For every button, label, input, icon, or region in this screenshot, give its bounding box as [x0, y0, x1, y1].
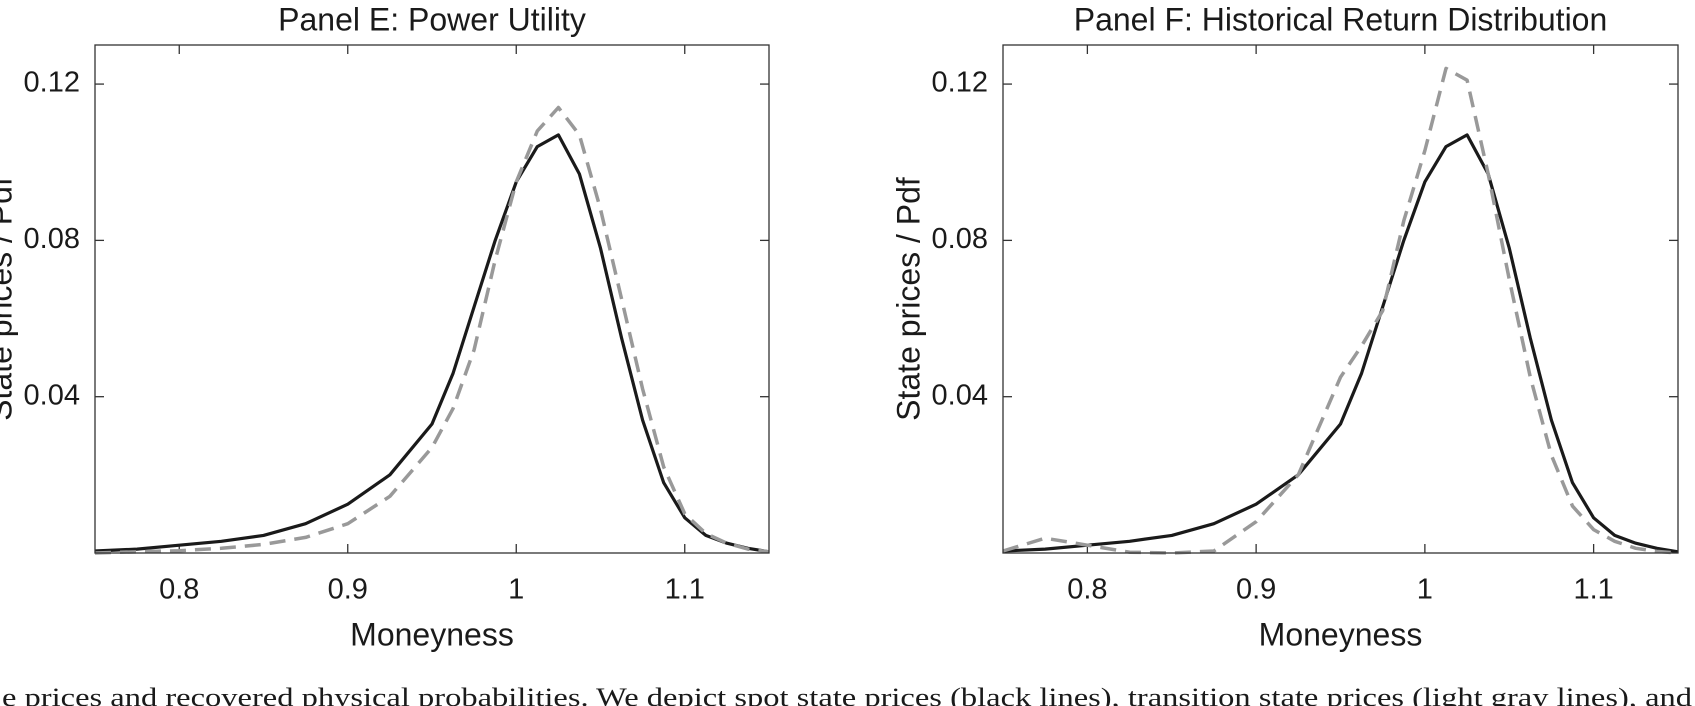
y-tick-label: 0.08 — [932, 223, 988, 255]
x-tick-label: 1.1 — [665, 574, 705, 606]
x-tick-label: 0.8 — [1067, 574, 1107, 606]
data-line — [94, 105, 770, 555]
x-tick-label: 1 — [1417, 574, 1433, 606]
x-tick-label: 0.8 — [159, 574, 199, 606]
y-tick-label: 0.04 — [932, 379, 988, 411]
y-tick-label: 0.04 — [24, 379, 80, 411]
x-tick-label: 0.9 — [328, 574, 368, 606]
panel: Panel F: Historical Return Distribution M… — [890, 1, 1679, 652]
x-axis-label: Moneyness — [350, 616, 514, 652]
panel: Panel E: Power Utility Moneyness State pri… — [0, 1, 770, 652]
axes-box — [1002, 44, 1679, 554]
y-tick-label: 0.12 — [932, 67, 988, 99]
data-line — [1002, 133, 1679, 554]
y-tick-label: 0.08 — [24, 223, 80, 255]
y-tick-label: 0.12 — [24, 67, 80, 99]
chart-title: Panel E: Power Utility — [278, 1, 586, 37]
caption: e prices and recovered physical probabil… — [2, 683, 1692, 706]
y-axis-label: State prices / Pdf — [890, 177, 926, 421]
chart-title: Panel F: Historical Return Distribution — [1074, 1, 1608, 37]
plot-area — [95, 45, 769, 553]
plot-area — [1003, 45, 1678, 553]
data-line — [1002, 66, 1679, 555]
x-tick-label: 1.1 — [1573, 574, 1613, 606]
x-tick-label: 1 — [508, 574, 524, 606]
y-axis-label: State prices / Pdf — [0, 177, 18, 421]
x-tick-label: 0.9 — [1236, 574, 1276, 606]
x-axis-label: Moneyness — [1259, 616, 1423, 652]
axes-box — [94, 44, 770, 554]
